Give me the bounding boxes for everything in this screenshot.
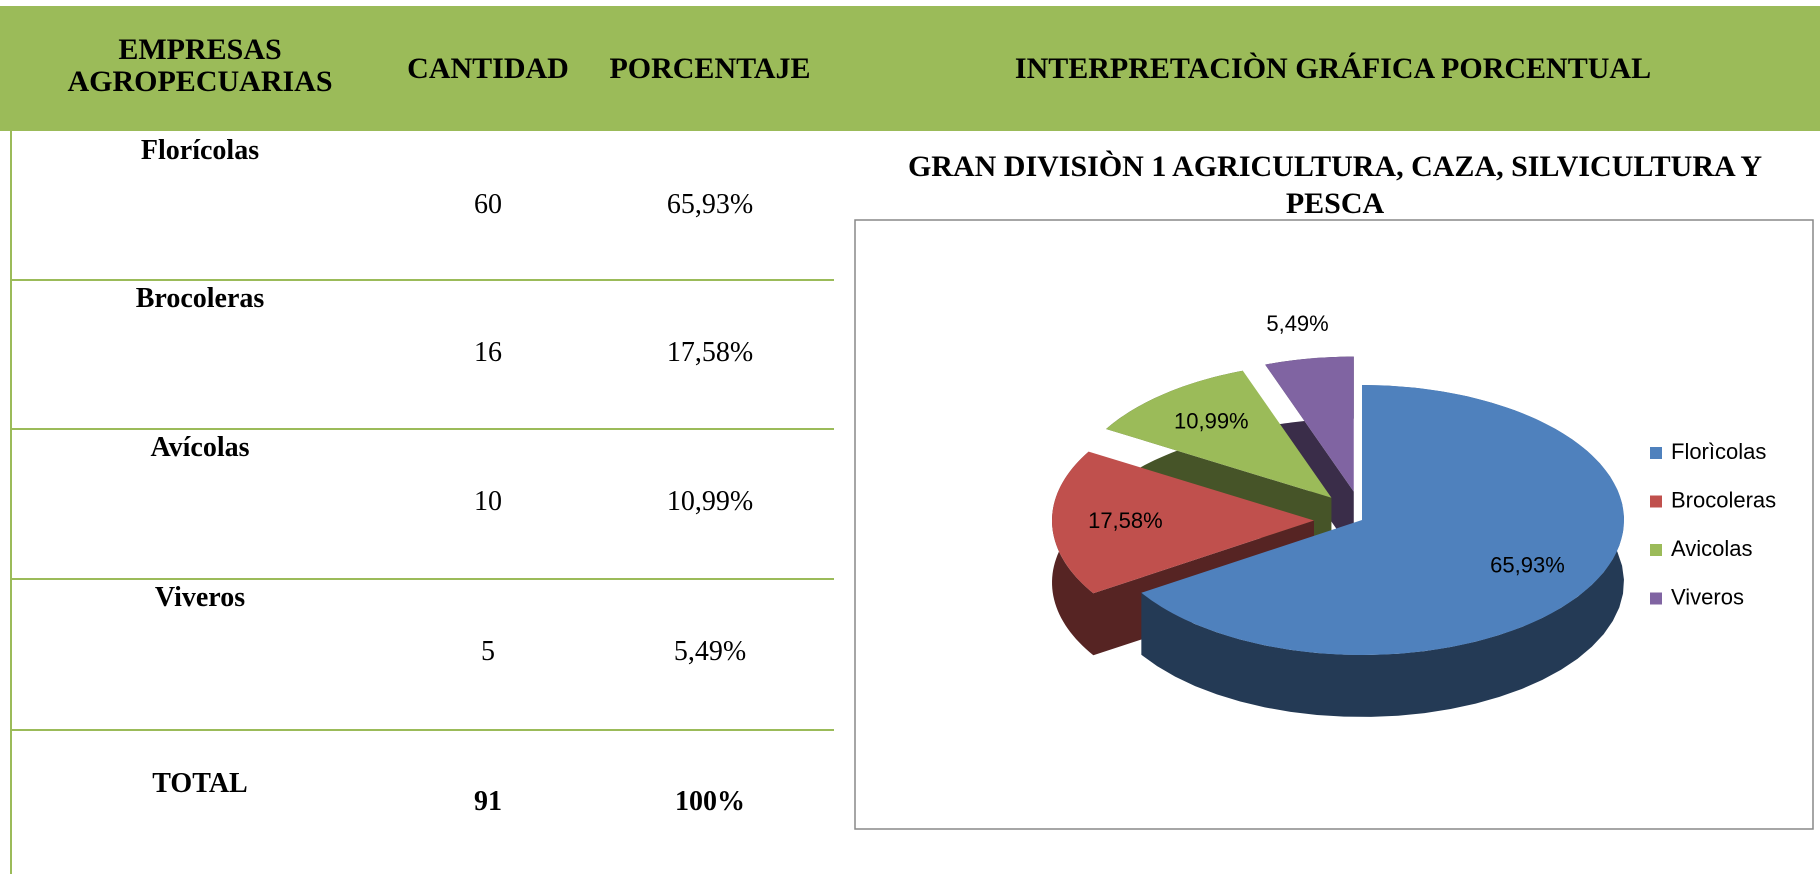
chart-title: GRAN DIVISIÒN 1 AGRICULTURA, CAZA, SILVI…: [907, 150, 1763, 220]
data-label: 5,49%: [1266, 311, 1328, 336]
cell-value: 10: [474, 486, 502, 517]
legend-label: Brocoleras: [1671, 487, 1776, 512]
slice: [1265, 356, 1354, 492]
cell-value: 60: [474, 189, 502, 220]
column-header: PORCENTAJE: [609, 52, 811, 85]
row-label: Avícolas: [150, 432, 250, 463]
legend-swatch: [1650, 544, 1662, 556]
legend-swatch: [1650, 495, 1662, 508]
cell-value: 16: [474, 337, 502, 368]
slice-side: [1052, 451, 1315, 656]
left-border: [10, 131, 12, 874]
row-label: Viveros: [154, 582, 246, 613]
total-cell: TOTAL: [152, 768, 248, 799]
slice: [1052, 451, 1315, 594]
cell-value: 5,49%: [673, 636, 747, 667]
row-rule: [12, 279, 834, 281]
cell-value: 5: [481, 636, 495, 667]
panel-header: INTERPRETACIÒN GRÁFICA PORCENTUAL: [1014, 52, 1652, 85]
cell-value: 65,93%: [666, 189, 754, 220]
row-label: Brocoleras: [135, 283, 265, 314]
data-label: 65,93%: [1490, 552, 1565, 577]
cell-value: 10,99%: [666, 486, 754, 517]
column-header: CANTIDAD: [407, 52, 569, 85]
legend-label: Avicolas: [1671, 536, 1753, 561]
header-band: [0, 6, 1820, 131]
data-label: 10,99%: [1174, 409, 1249, 434]
slice: [1141, 385, 1624, 655]
row-rule: [12, 729, 834, 731]
row-label: Florícolas: [140, 135, 260, 166]
data-label: 17,58%: [1088, 508, 1163, 533]
column-header: EMPRESAS AGROPECUARIAS: [67, 33, 333, 98]
legend-swatch: [1650, 447, 1662, 459]
total-cell: 91: [474, 786, 502, 817]
cell-value: 17,58%: [666, 337, 754, 368]
slice: [1106, 370, 1332, 498]
chart-frame: [854, 219, 1814, 830]
legend-label: Viveros: [1671, 584, 1744, 609]
total-cell: 100%: [675, 786, 745, 817]
legend-swatch: [1650, 592, 1662, 605]
row-rule: [12, 578, 834, 580]
row-rule: [12, 428, 834, 430]
legend-label: Florìcolas: [1671, 439, 1766, 464]
